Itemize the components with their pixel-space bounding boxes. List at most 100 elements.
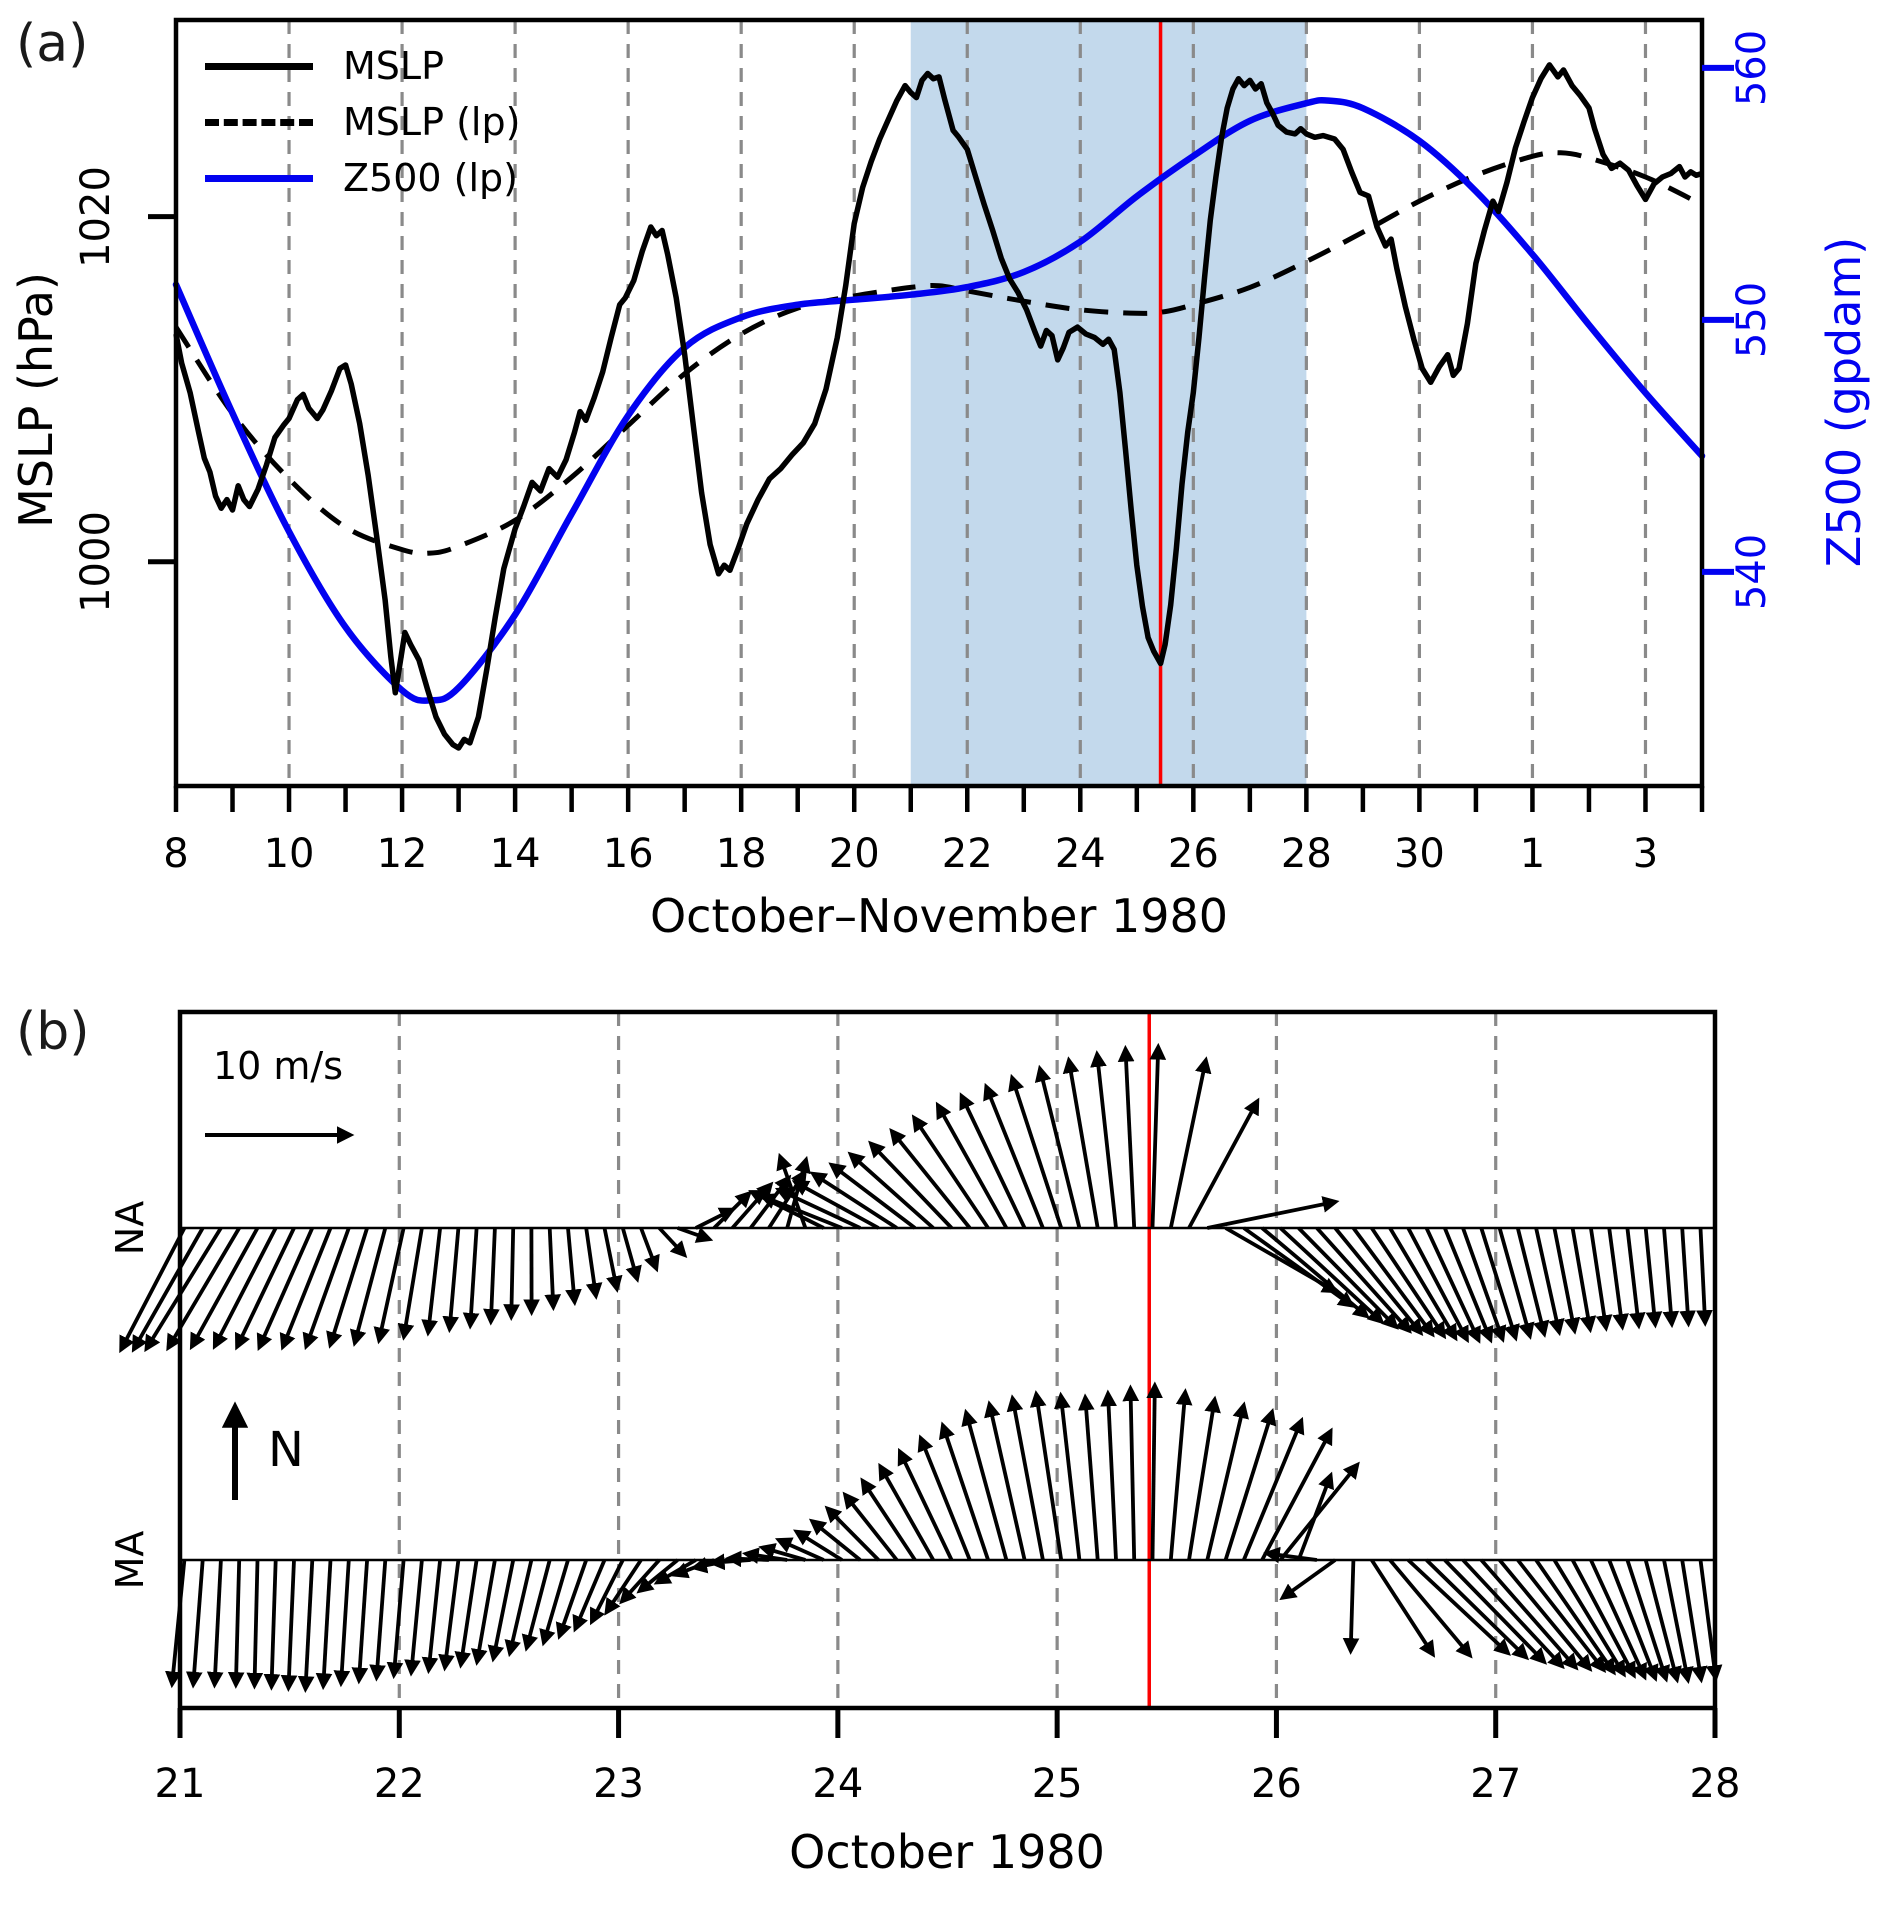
panel-a-plot xyxy=(148,17,1734,812)
x-tick-label-panel-b: 25 xyxy=(1031,1761,1083,1807)
wind-arrow-ma xyxy=(1479,1558,1579,1671)
wind-arrow-na xyxy=(279,1227,333,1351)
wind-arrow-ma xyxy=(263,1559,281,1691)
wind-arrow-ma xyxy=(504,1559,534,1658)
wind-arrow-na xyxy=(119,1227,187,1354)
wind-arrow-ma xyxy=(793,1529,844,1562)
wind-arrow-ma xyxy=(1223,1408,1277,1561)
x-tick-label-panel-b: 23 xyxy=(593,1761,645,1807)
wind-arrow-na xyxy=(1479,1227,1520,1342)
wind-arrow-na xyxy=(1117,1044,1137,1229)
wind-arrow-ma xyxy=(206,1559,224,1689)
y-tick-label-mslp: 1020 xyxy=(73,165,119,268)
wind-arrow-ma xyxy=(1498,1558,1593,1672)
wind-arrow-ma xyxy=(897,1447,954,1561)
x-tick-label-panel-b: 27 xyxy=(1470,1761,1522,1807)
wind-arrow-na xyxy=(602,1227,623,1293)
wind-arrow-ma xyxy=(860,1477,917,1562)
x-tick-label-panel-a: 1 xyxy=(1519,831,1546,877)
wind-arrow-na xyxy=(1443,1227,1494,1344)
wind-arrow-ma xyxy=(1187,1395,1221,1561)
wind-arrow-ma xyxy=(774,1537,825,1562)
x-tick-label-panel-b: 28 xyxy=(1689,1761,1741,1807)
legend-label: Z500 (lp) xyxy=(343,156,518,200)
wind-arrow-na xyxy=(565,1227,582,1307)
wind-arrow-ma xyxy=(1029,1390,1064,1561)
wind-arrow-ma xyxy=(604,1558,643,1616)
wind-arrow-ma xyxy=(824,1505,880,1562)
wind-arrow-ma xyxy=(386,1559,406,1680)
wind-arrow-na xyxy=(657,1226,688,1259)
wind-arrow-na xyxy=(442,1227,461,1334)
legend-item-mslp-lp: MSLP (lp) xyxy=(205,94,520,150)
panel-b-plot xyxy=(119,1009,1723,1738)
x-tick-label-panel-a: 20 xyxy=(828,831,880,877)
wind-arrow-na xyxy=(1090,1050,1118,1229)
wind-arrow-ma xyxy=(590,1559,625,1626)
x-tick-label-panel-a: 12 xyxy=(376,831,428,877)
wind-arrow-ma xyxy=(1662,1559,1694,1684)
x-tick-label-panel-b: 21 xyxy=(154,1761,206,1807)
wind-arrow-ma xyxy=(351,1559,369,1685)
wind-arrow-na xyxy=(868,1140,953,1230)
wind-arrow-ma xyxy=(1122,1384,1140,1561)
wind-arrow-na xyxy=(483,1227,500,1326)
y-tick-label-z500: 540 xyxy=(1729,533,1775,610)
legend-label: MSLP (lp) xyxy=(343,100,521,144)
mslp-series-path xyxy=(173,62,1703,751)
wind-arrow-na xyxy=(373,1227,406,1345)
wind-arrow-ma xyxy=(1205,1401,1249,1561)
wind-arrow-na xyxy=(1351,1226,1435,1338)
wind-arrow-na xyxy=(1679,1227,1696,1328)
x-axis-label-panel-a: October–November 1980 xyxy=(649,889,1229,943)
wind-arrow-ma xyxy=(984,1400,1027,1561)
panel-a-tag: (a) xyxy=(16,14,89,74)
wind-arrow-na xyxy=(1589,1227,1613,1332)
x-tick-label-panel-b: 24 xyxy=(812,1761,864,1807)
wind-arrow-ma xyxy=(471,1559,497,1666)
wind-arrow-na xyxy=(676,1226,714,1243)
wind-arrow-na xyxy=(131,1227,205,1353)
wind-arrow-na xyxy=(1424,1227,1481,1344)
wind-arrow-na xyxy=(889,1128,972,1230)
wind-arrow-ma xyxy=(1552,1559,1626,1678)
legend-label: MSLP xyxy=(343,44,444,88)
wind-arrow-na xyxy=(1168,1056,1212,1229)
wind-arrow-ma xyxy=(1443,1558,1548,1665)
wind-arrow-na xyxy=(1643,1227,1663,1329)
z500-lowpass-series-path xyxy=(172,96,1706,704)
wind-arrow-na xyxy=(349,1227,388,1347)
wind-arrow-na xyxy=(712,1190,753,1230)
wind-arrow-ma xyxy=(369,1559,388,1682)
panel-b-frame xyxy=(177,1009,1718,1711)
wind-arrow-ma xyxy=(315,1559,333,1691)
wind-arrow-na xyxy=(1515,1227,1550,1338)
wind-arrow-ma xyxy=(185,1559,205,1689)
wind-arrow-ma xyxy=(1053,1391,1082,1561)
wind-arrow-ma xyxy=(1516,1558,1607,1673)
wind-arrow-ma xyxy=(1260,1427,1333,1561)
wind-arrow-na xyxy=(544,1227,562,1312)
wind-arrow-na xyxy=(1149,1042,1167,1229)
wind-arrow-ma xyxy=(808,1518,862,1562)
shaded-event-span xyxy=(910,20,1307,786)
wind-arrow-na xyxy=(1570,1227,1597,1334)
wind-arrow-na xyxy=(1461,1227,1507,1343)
x-tick-label-panel-a: 16 xyxy=(602,831,654,877)
wind-arrow-ma xyxy=(1100,1389,1118,1561)
legend: MSLP MSLP (lp) Z500 (lp) xyxy=(205,38,520,206)
wind-arrow-ma xyxy=(1242,1416,1305,1561)
wind-arrow-ma xyxy=(1425,1558,1530,1661)
wind-arrow-ma xyxy=(1461,1558,1565,1670)
wind-arrow-ma xyxy=(1570,1559,1636,1679)
x-tick-label-panel-a: 14 xyxy=(489,831,541,877)
wind-arrow-ma xyxy=(297,1559,315,1693)
wind-arrow-na xyxy=(144,1227,223,1353)
wind-arrow-na xyxy=(1534,1227,1565,1337)
legend-swatch-blue-line xyxy=(205,174,313,182)
wind-arrow-na xyxy=(189,1227,260,1351)
reference-arrow-label: 10 m/s xyxy=(212,1044,344,1088)
wind-arrow-ma xyxy=(438,1559,461,1672)
x-tick-label-panel-a: 26 xyxy=(1167,831,1219,877)
